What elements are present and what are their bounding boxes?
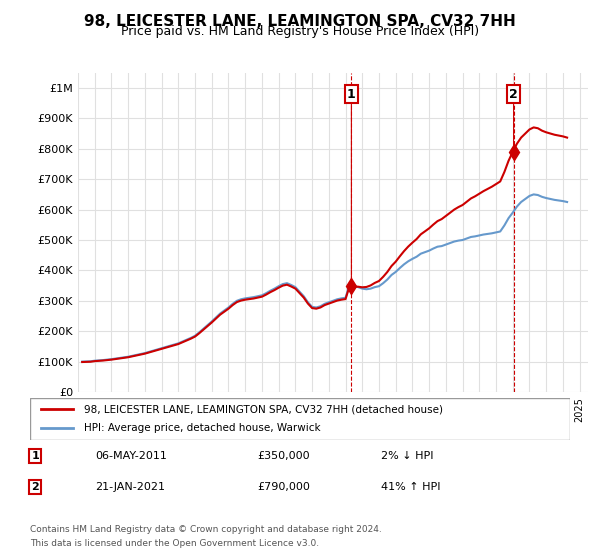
FancyBboxPatch shape (30, 398, 570, 440)
Text: 2% ↓ HPI: 2% ↓ HPI (381, 451, 433, 461)
Text: 06-MAY-2011: 06-MAY-2011 (95, 451, 167, 461)
Text: 2: 2 (509, 87, 518, 101)
Text: £790,000: £790,000 (257, 482, 310, 492)
Text: HPI: Average price, detached house, Warwick: HPI: Average price, detached house, Warw… (84, 423, 320, 433)
Text: £350,000: £350,000 (257, 451, 310, 461)
Text: Price paid vs. HM Land Registry's House Price Index (HPI): Price paid vs. HM Land Registry's House … (121, 25, 479, 38)
Text: 41% ↑ HPI: 41% ↑ HPI (381, 482, 440, 492)
Text: This data is licensed under the Open Government Licence v3.0.: This data is licensed under the Open Gov… (30, 539, 319, 548)
Text: Contains HM Land Registry data © Crown copyright and database right 2024.: Contains HM Land Registry data © Crown c… (30, 525, 382, 534)
Text: 98, LEICESTER LANE, LEAMINGTON SPA, CV32 7HH (detached house): 98, LEICESTER LANE, LEAMINGTON SPA, CV32… (84, 404, 443, 414)
Text: 1: 1 (32, 451, 39, 461)
Text: 21-JAN-2021: 21-JAN-2021 (95, 482, 165, 492)
Text: 98, LEICESTER LANE, LEAMINGTON SPA, CV32 7HH: 98, LEICESTER LANE, LEAMINGTON SPA, CV32… (84, 14, 516, 29)
Text: 1: 1 (347, 87, 356, 101)
Text: 2: 2 (32, 482, 39, 492)
